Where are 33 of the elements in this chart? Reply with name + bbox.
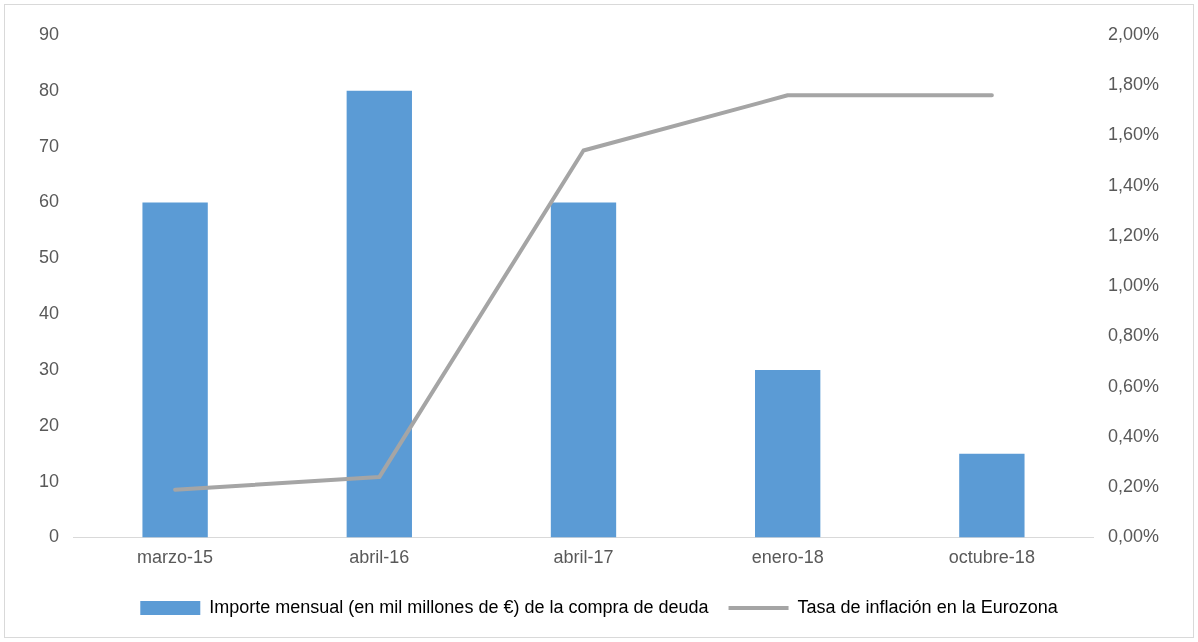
y-tick-label: 0 [49, 526, 60, 547]
y-tick-label: 80 [38, 79, 60, 100]
y-tick-label: 30 [38, 358, 60, 379]
bar [550, 202, 617, 538]
y2-tick-label: 1,40% [1107, 174, 1160, 195]
y-tick-label: 10 [38, 470, 60, 491]
y-tick-label: 60 [38, 191, 60, 212]
bar [959, 453, 1025, 538]
y-tick-label: 70 [38, 135, 60, 156]
legend-label: Tasa de inflación en la Eurozona [797, 596, 1059, 617]
y2-tick-label: 1,20% [1107, 224, 1160, 245]
x-tick-label: marzo-15 [137, 547, 214, 568]
y2-tick-label: 0,60% [1107, 375, 1160, 396]
y2-tick-label: 0,20% [1107, 476, 1160, 497]
y2-tick-label: 1,00% [1107, 275, 1160, 296]
x-tick-label: enero-18 [751, 547, 824, 568]
legend-label: Importe mensual (en mil millones de €) de la compra de deuda [209, 596, 710, 617]
y-tick-label: 40 [38, 303, 60, 324]
bar [346, 90, 412, 538]
x-tick-label: octubre-18 [948, 547, 1035, 568]
y2-tick-label: 1,80% [1107, 74, 1160, 95]
y2-tick-label: 0,80% [1107, 325, 1160, 346]
y2-tick-label: 1,60% [1107, 124, 1160, 145]
y-tick-label: 90 [38, 23, 60, 44]
y-tick-label: 50 [38, 247, 60, 268]
y2-tick-label: 0,00% [1107, 526, 1160, 547]
y2-tick-label: 2,00% [1107, 23, 1160, 44]
x-tick-label: abril-16 [349, 547, 410, 568]
x-tick-label: abril-17 [553, 547, 614, 568]
y2-tick-label: 0,40% [1107, 425, 1160, 446]
bar [142, 202, 208, 538]
bar [755, 369, 821, 538]
y-tick-label: 20 [38, 414, 60, 435]
